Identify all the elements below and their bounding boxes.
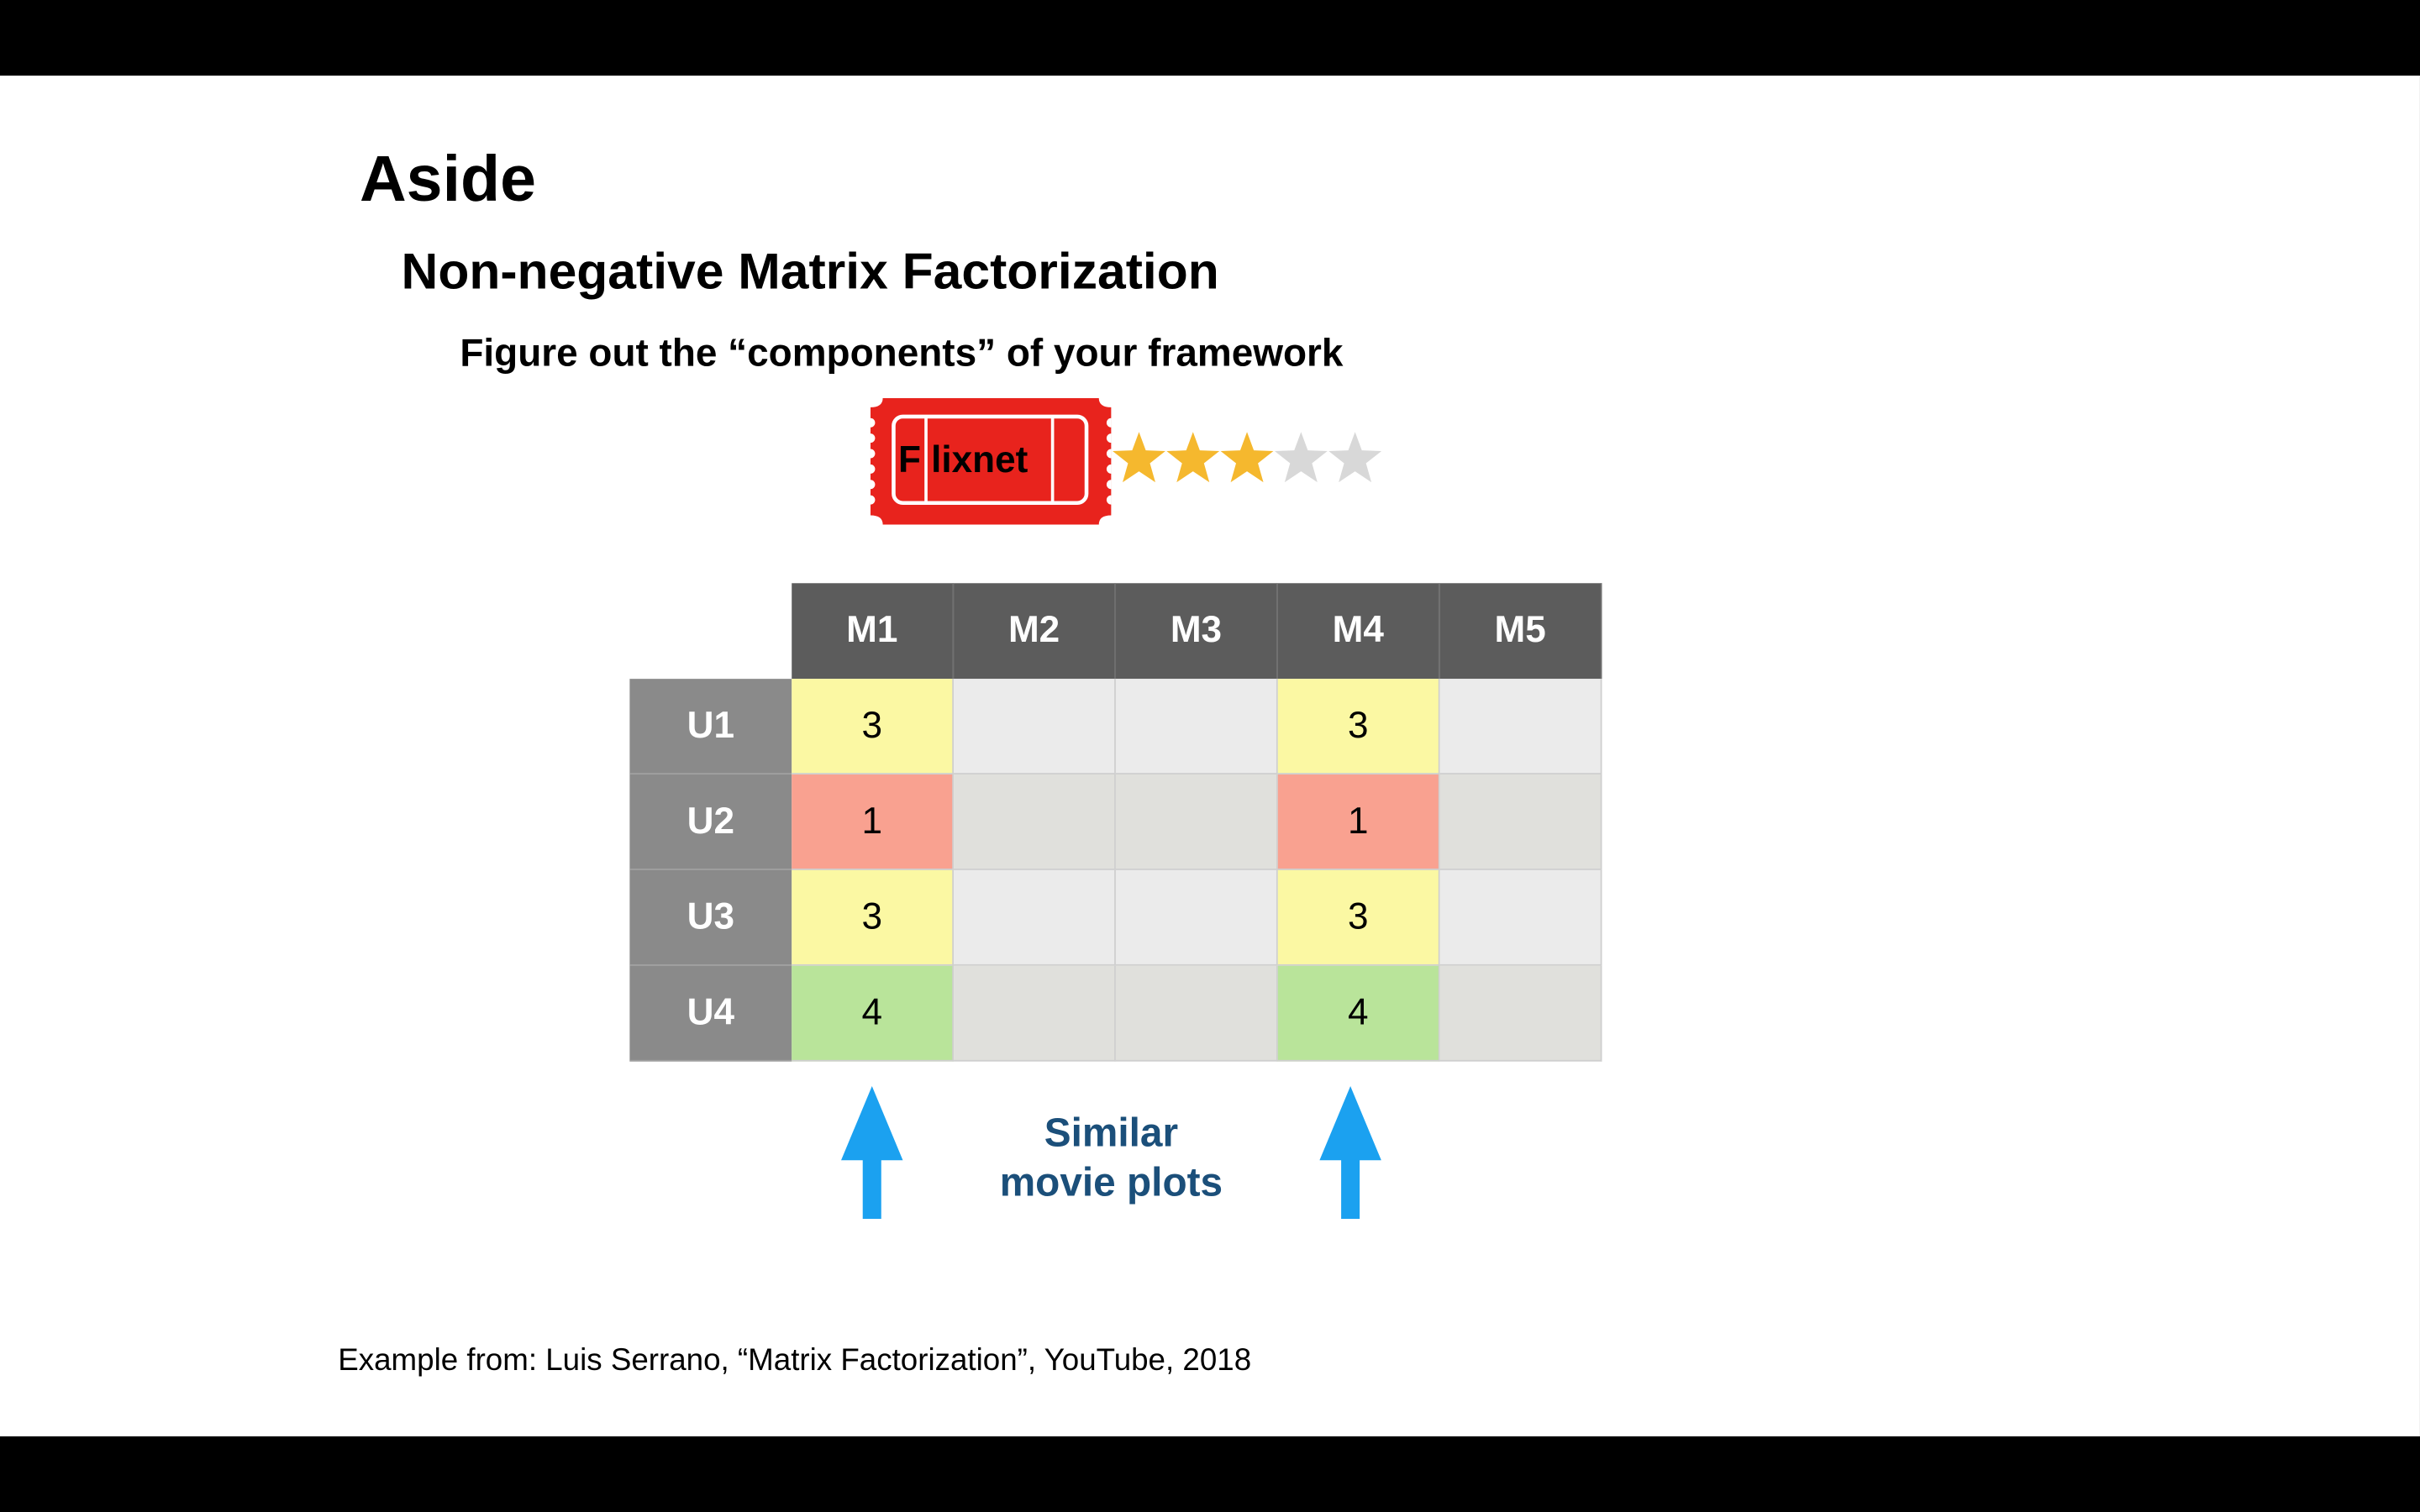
empty-cell	[1439, 965, 1602, 1062]
column-header-m1: M1	[792, 583, 955, 680]
similar-plots-note: Similar movie plots	[999, 1109, 1223, 1205]
rating-cell: 4	[792, 965, 955, 1062]
rating-cell: 3	[792, 679, 955, 775]
empty-cell	[1115, 965, 1278, 1062]
rating-cell: 1	[1277, 774, 1440, 870]
empty-cell	[954, 774, 1116, 870]
column-header-m4: M4	[1277, 583, 1440, 680]
row-header-u1: U1	[629, 679, 792, 775]
slide-subtitle: Non-negative Matrix Factorization	[401, 242, 1219, 300]
star-empty-icon	[1328, 432, 1381, 483]
empty-cell	[954, 679, 1116, 775]
logo-text: F lixnet	[897, 439, 1028, 482]
star-filled-icon	[1113, 432, 1165, 483]
rating-cell: 3	[792, 869, 955, 966]
up-arrow-icon	[841, 1086, 903, 1219]
rating-cell: 3	[1277, 869, 1440, 966]
empty-cell	[1115, 774, 1278, 870]
empty-cell	[1439, 869, 1602, 966]
empty-cell	[1115, 679, 1278, 775]
column-header-m2: M2	[954, 583, 1116, 680]
slide-description: Figure out the “components” of your fram…	[460, 331, 1344, 375]
column-header-m3: M3	[1115, 583, 1278, 680]
empty-cell	[1439, 774, 1602, 870]
ticket-logo-icon	[870, 397, 1112, 525]
row-header-u3: U3	[629, 869, 792, 966]
empty-cell	[1439, 679, 1602, 775]
empty-cell	[954, 869, 1116, 966]
slide-title: Aside	[359, 141, 537, 215]
up-arrow-icon	[1319, 1086, 1381, 1219]
rating-cell: 3	[1277, 679, 1440, 775]
star-filled-icon	[1220, 432, 1274, 483]
rating-cell: 4	[1277, 965, 1440, 1062]
row-header-u4: U4	[629, 965, 792, 1062]
empty-cell	[954, 965, 1116, 1062]
source-citation: Example from: Luis Serrano, “Matrix Fact…	[338, 1343, 1252, 1378]
star-filled-icon	[1166, 432, 1220, 483]
rating-stars	[1113, 432, 1381, 483]
row-header-u2: U2	[629, 774, 792, 870]
rating-cell: 1	[792, 774, 955, 870]
star-empty-icon	[1274, 432, 1328, 483]
column-header-m5: M5	[1439, 583, 1602, 680]
bottom-letterbox	[0, 1436, 2420, 1512]
top-letterbox	[0, 0, 2420, 76]
empty-cell	[1115, 869, 1278, 966]
